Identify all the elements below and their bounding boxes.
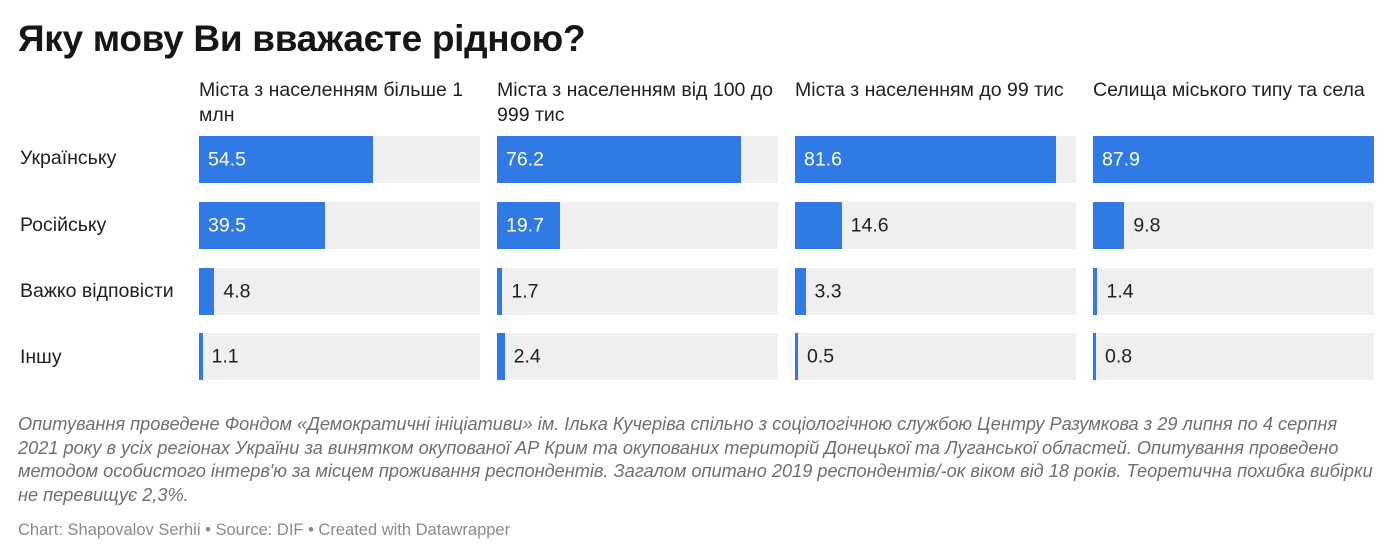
bar: [795, 202, 842, 249]
bar-track: 81.6: [795, 136, 1076, 183]
bar-track: 54.5: [199, 136, 480, 183]
bar: [795, 333, 798, 380]
bar-track: 87.9: [1093, 136, 1374, 183]
chart-credits: Chart: Shapovalov Serhii • Source: DIF •…: [18, 521, 511, 539]
bar: [497, 202, 560, 249]
data-label: 4.8: [223, 280, 251, 302]
bar-track: 3.3: [795, 268, 1076, 315]
bar-track: 9.8: [1093, 202, 1374, 249]
bar-track: 0.8: [1093, 333, 1374, 380]
survey-notes: Опитування проведене Фондом «Демократичн…: [18, 414, 1373, 505]
bar-track: 14.6: [795, 202, 1076, 249]
bar: [497, 268, 503, 315]
bar: [795, 268, 806, 315]
row-label-ukrainian: Українську: [20, 147, 117, 169]
data-label: 0.5: [807, 345, 835, 367]
bar: [1093, 333, 1096, 380]
bar-track: 4.8: [199, 268, 480, 315]
data-label: 14.6: [850, 214, 889, 236]
row-label-other: Іншу: [20, 346, 62, 368]
bar: [497, 333, 505, 380]
bar-track: 2.4: [497, 333, 778, 380]
bar: [1093, 202, 1125, 249]
bar-track: 39.5: [199, 202, 480, 249]
bar: [199, 202, 326, 249]
bar: [199, 333, 203, 380]
data-label: 19.7: [506, 214, 544, 236]
data-label: 0.8: [1105, 345, 1133, 367]
data-label: 3.3: [814, 280, 842, 302]
data-label: 1.1: [211, 345, 239, 367]
column-header-2: Міста з населенням від 100 до 999 тис: [497, 79, 774, 126]
data-label: 1.7: [511, 280, 539, 302]
bar-track: 1.1: [199, 333, 480, 380]
bar-track: 1.4: [1093, 268, 1374, 315]
column-header-1: Міста з населенням більше 1 млн: [199, 79, 464, 126]
bar: [795, 136, 1056, 183]
bar: [1093, 268, 1098, 315]
bar-track: 19.7: [497, 202, 778, 249]
chart-title: Яку мову Ви вважаєте рідною?: [18, 18, 586, 59]
data-label: 9.8: [1133, 214, 1161, 236]
row-label-russian: Російську: [20, 214, 107, 236]
bar-track: 1.7: [497, 268, 778, 315]
data-label: 39.5: [208, 214, 246, 236]
data-label: 87.9: [1102, 148, 1140, 170]
bar: [497, 136, 741, 183]
data-label: 54.5: [208, 148, 246, 170]
bar-track: 76.2: [497, 136, 778, 183]
data-label: 76.2: [506, 148, 544, 170]
column-header-4: Селища міського типу та села: [1093, 79, 1365, 101]
row-label-hard-to-answer: Важко відповісти: [20, 280, 174, 302]
bar: [199, 136, 374, 183]
column-header-3: Міста з населенням до 99 тис: [795, 79, 1064, 101]
bar-track: 0.5: [795, 333, 1076, 380]
data-label: 81.6: [804, 148, 842, 170]
data-label: 2.4: [513, 345, 541, 367]
data-label: 1.4: [1106, 280, 1134, 302]
bar: [199, 268, 215, 315]
bar: [1093, 136, 1374, 183]
